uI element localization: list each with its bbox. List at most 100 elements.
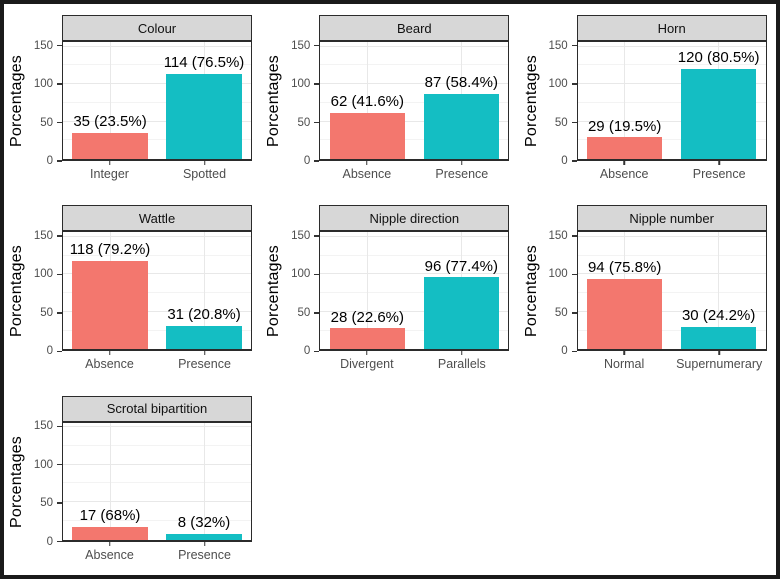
- y-tick-mark: [571, 121, 577, 124]
- y-axis-title-wrap: Porcentages: [8, 41, 26, 161]
- gridline-major-h: [320, 310, 509, 312]
- y-tick-mark: [57, 540, 62, 543]
- gridline-major-h: [63, 45, 251, 47]
- y-tick-label: 0: [46, 155, 53, 167]
- x-tick-mark: [203, 351, 206, 356]
- y-axis-title: Porcentages: [265, 54, 283, 148]
- facet-title: Nipple number: [576, 205, 767, 232]
- bar-absence: [587, 137, 663, 159]
- facet-title: Nipple direction: [319, 205, 510, 232]
- x-category-label-integer: Integer: [90, 167, 129, 181]
- gridline-major-h: [320, 120, 509, 122]
- y-tick-mark: [57, 83, 62, 85]
- gridline-minor-h: [63, 101, 251, 103]
- bar-value-label: 31 (20.8%): [167, 306, 241, 324]
- gridline-major-h: [63, 273, 251, 275]
- y-tick-label: 0: [46, 345, 53, 358]
- y-axis: 0 50 100 150: [26, 420, 62, 548]
- gridline-major-h: [577, 45, 766, 47]
- y-tick-mark: [57, 44, 62, 47]
- y-tick-mark: [57, 160, 62, 162]
- y-tick-mark: [571, 44, 577, 47]
- gridline-major-h: [577, 120, 766, 122]
- y-tick-mark: [314, 121, 320, 124]
- y-tick-label: 50: [297, 306, 311, 319]
- y-tick-mark: [571, 83, 577, 85]
- x-category-label-presence: Presence: [178, 547, 231, 562]
- x-tick-mark: [108, 351, 111, 356]
- x-tick-mark: [203, 161, 206, 165]
- bar-value-label: 28 (22.6%): [330, 308, 405, 326]
- y-axis-title-wrap: Porcentages: [523, 231, 541, 351]
- gridline-major-v: [718, 232, 720, 350]
- bar-value-label: 29 (19.5%): [587, 117, 662, 135]
- y-tick-label: 100: [291, 78, 311, 91]
- facet-cell-nipple-direction: Porcentages Nipple direction 0 50 100 150 28 (…: [261, 194, 518, 384]
- y-tick-label: 0: [303, 155, 311, 167]
- gridline-minor-h: [320, 254, 509, 256]
- gridline-major-v: [203, 232, 205, 350]
- plot-area: 28 (22.6%) 96 (77.4%): [319, 231, 510, 352]
- x-category-label-divergent: Divergent: [340, 357, 394, 372]
- gridline-minor-h: [320, 139, 509, 141]
- y-tick-label: 50: [554, 116, 568, 129]
- gridline-major-h: [320, 235, 509, 237]
- gridline-minor-h: [320, 329, 509, 331]
- y-tick-label: 150: [291, 229, 311, 242]
- y-tick-label: 0: [561, 155, 568, 167]
- panel-beard: Porcentages Beard 0 50 100 150 62 (41.6%) 87 (5…: [265, 15, 510, 185]
- x-tick-mark: [718, 351, 720, 356]
- y-tick-label: 100: [33, 268, 53, 281]
- bar-normal: [587, 278, 663, 350]
- y-axis-title-wrap: Porcentages: [265, 41, 283, 161]
- y-tick-label: 50: [554, 306, 568, 319]
- y-axis: 0 50 100 150: [541, 230, 577, 357]
- gridline-major-h: [320, 273, 509, 275]
- gridline-minor-h: [63, 444, 251, 446]
- gridline-major-h: [63, 83, 251, 85]
- y-tick-mark: [57, 463, 62, 466]
- bar-value-label: 94 (75.8%): [587, 259, 662, 277]
- y-tick-label: 150: [291, 39, 311, 52]
- x-tick-mark: [461, 351, 463, 356]
- x-tick-mark: [108, 161, 111, 165]
- facet-title: Scrotal bipartition: [62, 395, 252, 422]
- y-tick-mark: [57, 235, 62, 237]
- gridline-major-h: [63, 310, 251, 312]
- y-axis-title-wrap: Porcentages: [8, 422, 26, 542]
- x-tick-mark: [108, 541, 111, 546]
- gridline-minor-h: [63, 292, 251, 294]
- gridline-major-h: [320, 83, 509, 85]
- gridline-minor-h: [577, 64, 766, 66]
- bar-value-label: 30 (24.2%): [681, 307, 756, 325]
- facet-cell-horn: Porcentages Horn 0 50 100 150 29 (19.5%) 120 (8…: [519, 4, 776, 194]
- y-tick-mark: [314, 350, 320, 353]
- gridline-minor-h: [63, 482, 251, 484]
- y-tick-label: 100: [33, 78, 53, 91]
- bar-absence: [72, 526, 148, 540]
- gridline-minor-h: [320, 64, 509, 66]
- x-axis: Absence Presence: [62, 351, 252, 375]
- y-tick-mark: [57, 312, 62, 314]
- bar-value-label: 114 (76.5%): [163, 53, 245, 71]
- x-category-label-absence: Absence: [85, 357, 134, 372]
- y-tick-label: 0: [303, 345, 311, 358]
- y-tick-label: 50: [40, 306, 53, 319]
- gridline-minor-h: [63, 64, 251, 66]
- y-tick-mark: [571, 235, 577, 237]
- empty-cell: [519, 385, 776, 575]
- x-category-label-normal: Normal: [604, 357, 645, 372]
- bar-divergent: [329, 328, 405, 350]
- y-axis: 0 50 100 150: [26, 230, 62, 357]
- gridline-minor-h: [577, 139, 766, 141]
- bar-parallels: [423, 277, 499, 350]
- y-tick-mark: [57, 350, 62, 353]
- gridline-major-v: [366, 232, 368, 350]
- bar-integer: [72, 132, 148, 159]
- gridline-major-h: [63, 235, 251, 237]
- empty-cell: [261, 385, 518, 575]
- y-tick-label: 50: [297, 116, 311, 129]
- y-tick-label: 50: [40, 116, 53, 129]
- bar-value-label: 8 (32%): [177, 513, 231, 531]
